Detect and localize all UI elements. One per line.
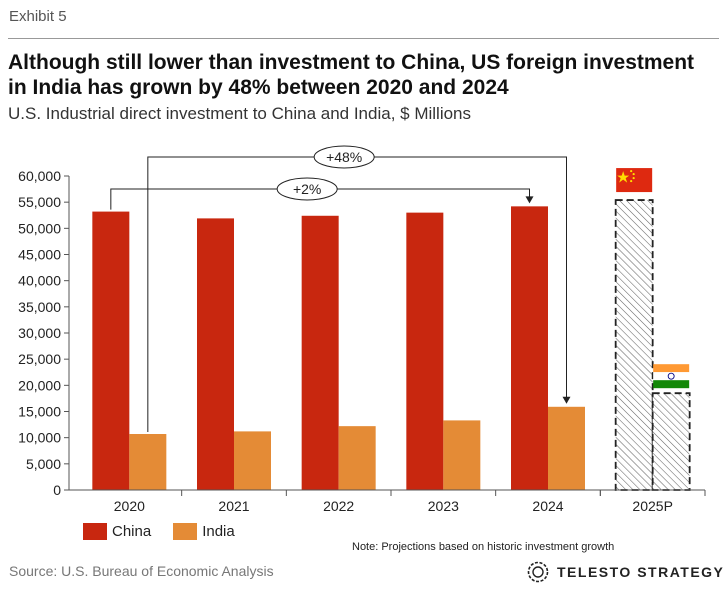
china-flag-small-star — [630, 169, 633, 173]
legend-label-china: China — [112, 523, 152, 540]
growth-annotations: +48% +2% — [110, 145, 571, 433]
y-tick-label: 5,000 — [26, 456, 61, 472]
bar-china-2025p — [614, 199, 654, 491]
bar-china-2024 — [511, 206, 548, 490]
bar-india-2022 — [338, 426, 376, 490]
bar-india-2020 — [129, 434, 167, 490]
china-flag-small-star — [632, 176, 635, 180]
brand-logo: TELESTO STRATEGY — [527, 561, 724, 583]
country-flags — [616, 168, 690, 389]
annotation-arrow-india — [562, 396, 571, 404]
bar-chart: 0 5,000 10,000 15,000 20,000 25,000 30,000 35,0… — [18, 145, 706, 514]
y-tick-label: 60,000 — [18, 168, 61, 184]
y-tick-label: 50,000 — [18, 220, 61, 236]
annotation-label-china: +2% — [293, 181, 321, 197]
india-flag-chakra — [667, 372, 675, 380]
y-tick-label: 15,000 — [18, 404, 61, 420]
india-flag-green — [653, 380, 690, 389]
y-tick-label: 10,000 — [18, 430, 61, 446]
annotation-bubble-india — [313, 145, 375, 169]
y-tick-label: 20,000 — [18, 377, 61, 393]
bar-india-2024 — [548, 406, 585, 490]
legend-swatch-india — [173, 523, 198, 540]
china-flag-star — [617, 171, 630, 183]
bar-india-2025p — [651, 392, 691, 491]
source-text: Source: U.S. Bureau of Economic Analysis — [9, 563, 274, 579]
x-tick-label: 2023 — [428, 498, 459, 514]
y-axis: 0 5,000 10,000 15,000 20,000 25,000 30,000 35,0… — [18, 168, 70, 498]
projection-note: Note: Projections based on historic inve… — [352, 541, 615, 553]
legend: China India — [83, 523, 257, 540]
india-flag-white — [653, 372, 690, 381]
x-tick-label: 2024 — [532, 498, 563, 514]
bar-china-2023 — [406, 212, 444, 490]
legend-swatch-china — [83, 523, 107, 540]
chart-subtitle: U.S. Industrial direct investment to Chi… — [8, 104, 472, 123]
india-flag-icon — [653, 364, 690, 373]
bars — [92, 199, 691, 491]
x-tick-label: 2020 — [114, 498, 145, 514]
y-tick-label: 25,000 — [18, 351, 61, 367]
exhibit-label: Exhibit 5 — [9, 8, 67, 25]
annotation-bubble-china — [276, 177, 338, 201]
chart-title: Although still lower than investment to … — [8, 51, 695, 99]
bar-china-2022 — [301, 215, 339, 491]
bar-china-2021 — [197, 218, 234, 490]
annotation-label-india: +48% — [326, 149, 362, 165]
bar-china-2020 — [92, 211, 130, 490]
y-tick-label: 30,000 — [18, 325, 61, 341]
china-flag-small-star — [632, 172, 635, 176]
telesto-logo-icon — [527, 561, 549, 583]
x-tick-label: 2021 — [218, 498, 249, 514]
y-tick-label: 40,000 — [18, 273, 61, 289]
x-tick-label: 2022 — [323, 498, 354, 514]
x-axis: 2020 2021 2022 2023 2024 2025P — [69, 489, 706, 514]
x-tick-label: 2025P — [632, 498, 672, 514]
y-tick-label: 45,000 — [18, 247, 61, 263]
brand-name: TELESTO STRATEGY — [557, 564, 725, 580]
y-tick-label: 55,000 — [18, 194, 61, 210]
y-tick-label: 35,000 — [18, 299, 61, 315]
annotation-arrow-china — [525, 196, 534, 204]
legend-item-china: China — [83, 523, 151, 540]
bar-india-2023 — [443, 420, 481, 490]
legend-label-india: India — [202, 523, 235, 540]
legend-item-india: India — [173, 523, 235, 540]
china-flag-small-star — [630, 179, 633, 183]
bar-india-2021 — [234, 431, 271, 490]
y-tick-label: 0 — [53, 482, 61, 498]
header-divider — [8, 38, 719, 39]
